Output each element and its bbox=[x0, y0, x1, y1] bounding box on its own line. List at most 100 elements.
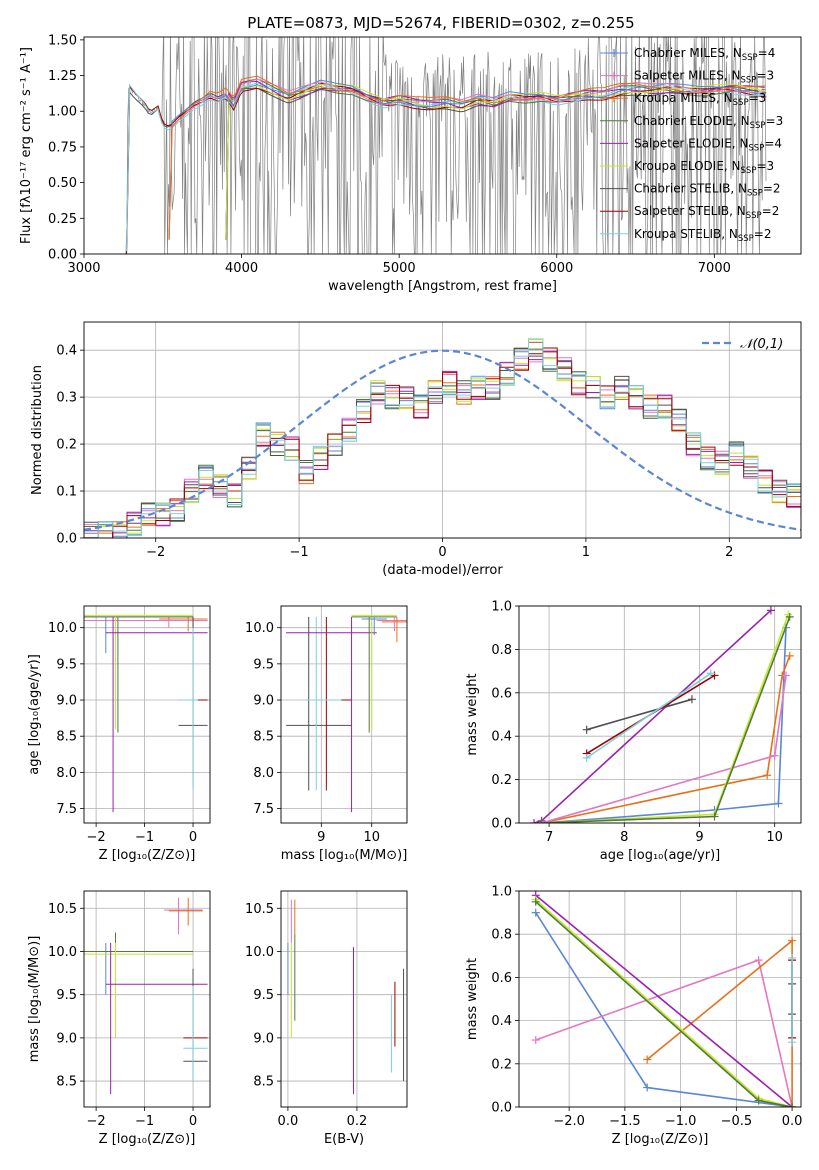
x-axis-label: age [log₁₀(age/yr)] bbox=[600, 848, 721, 863]
y-axis-label: Normed distribution bbox=[30, 365, 45, 495]
errorbar-data bbox=[84, 614, 208, 813]
legend-marker bbox=[610, 71, 618, 80]
x-tick-label: 0 bbox=[189, 1114, 197, 1129]
y-tick-label: 10.0 bbox=[245, 621, 274, 636]
series-marker bbox=[788, 936, 797, 945]
series-line bbox=[586, 698, 693, 731]
y-tick-label: 1.25 bbox=[48, 69, 77, 84]
y-tick-label: 0.0 bbox=[56, 532, 77, 547]
histogram-step-line bbox=[84, 347, 801, 538]
y-tick-label: 0.8 bbox=[491, 643, 512, 658]
x-tick-label: 7 bbox=[545, 830, 553, 845]
y-tick-label: 0.4 bbox=[491, 730, 512, 745]
histogram-panel: −2 −1 0 1 2 0.0 0.1 0.2 0.3 0.4 (data-model)/error… bbox=[30, 321, 802, 578]
legend-value: =2 bbox=[762, 204, 780, 218]
y-tick-label: 0.8 bbox=[491, 928, 512, 943]
x-tick-label: 3000 bbox=[67, 261, 100, 276]
y-tick-label: 9.0 bbox=[253, 694, 274, 709]
line-data bbox=[530, 606, 794, 823]
axes-frame bbox=[280, 605, 408, 824]
series-line bbox=[541, 616, 791, 823]
legend-marker bbox=[610, 49, 618, 57]
x-tick-label: −1 bbox=[135, 1114, 154, 1129]
y-tick-label: 0.00 bbox=[48, 248, 77, 263]
x-axis-label: wavelength [Angstrom, rest frame] bbox=[328, 279, 557, 294]
x-tick-label: 0 bbox=[189, 830, 197, 845]
mass-vs-ebv-panel: 0.0 0.2 8.5 9.0 9.5 10.0 10.5 E(B-V) bbox=[245, 890, 408, 1147]
legend-value: =3 bbox=[749, 91, 767, 105]
age-vs-z-panel: −2 −1 0 7.5 8.0 8.5 9.0 9.5 10.0 Z [log₁₀(Z/Z⊙)] a… bbox=[27, 605, 211, 863]
y-tick-label: 1.0 bbox=[491, 885, 512, 900]
series-marker bbox=[788, 953, 797, 962]
series-marker bbox=[781, 671, 790, 680]
axes-frame bbox=[280, 890, 408, 1108]
x-tick-label: 4000 bbox=[225, 261, 258, 276]
x-tick-label: −2.0 bbox=[553, 1114, 585, 1129]
y-tick-label: 0.25 bbox=[48, 212, 77, 227]
x-tick-label: 8 bbox=[620, 830, 628, 845]
y-tick-label: 0.6 bbox=[491, 971, 512, 986]
legend-label: Salpeter STELIB, NSSP=2 bbox=[634, 204, 779, 221]
y-tick-label: 9.5 bbox=[56, 657, 77, 672]
series-line bbox=[541, 675, 787, 823]
legend-value: =4 bbox=[758, 46, 776, 60]
series-marker bbox=[531, 1036, 540, 1045]
y-tick-label: 9.5 bbox=[56, 988, 77, 1003]
y-tick-label: 0.6 bbox=[491, 686, 512, 701]
x-tick-label: 0.0 bbox=[782, 1114, 803, 1129]
model-spectrum-line bbox=[168, 78, 765, 240]
x-axis-label: Z [log₁₀(Z/Z⊙)] bbox=[99, 1132, 196, 1147]
series-marker bbox=[788, 1038, 797, 1047]
spectrum-data bbox=[115, 37, 767, 254]
series-marker bbox=[582, 753, 591, 762]
x-tick-label: −1.0 bbox=[665, 1114, 697, 1129]
legend-subscript: SSP bbox=[747, 189, 763, 199]
y-tick-label: 0.4 bbox=[491, 1014, 512, 1029]
series-marker bbox=[754, 956, 763, 965]
line-data bbox=[531, 891, 797, 1107]
x-tick-label: 10 bbox=[766, 830, 783, 845]
histogram-data bbox=[84, 338, 801, 538]
series-marker bbox=[774, 799, 783, 808]
observed-spectrum-line bbox=[115, 37, 767, 254]
series-marker bbox=[710, 671, 719, 680]
spectrum-panel: 3000 4000 5000 6000 7000 0.00 0.25 0.50 0.75 1.00… bbox=[19, 33, 802, 294]
legend-value: =2 bbox=[763, 182, 781, 196]
model-spectrum-line bbox=[225, 83, 765, 240]
series-marker bbox=[531, 908, 540, 917]
legend-subscript: SSP bbox=[741, 76, 757, 86]
y-tick-label: 10.5 bbox=[245, 902, 274, 917]
x-tick-label: 9 bbox=[695, 830, 703, 845]
y-tick-label: 1.50 bbox=[48, 33, 77, 48]
legend-subscript: SSP bbox=[742, 53, 758, 63]
y-tick-label: 9.0 bbox=[56, 1031, 77, 1046]
massweight-vs-age-panel: 7 8 9 10 0.0 0.2 0.4 0.6 0.8 1.0 age [log₁₀(age/yr… bbox=[465, 600, 802, 863]
legend-label: Chabrier ELODIE, NSSP=3 bbox=[634, 114, 783, 131]
x-axis-label: E(B-V) bbox=[324, 1132, 364, 1147]
x-tick-label: 6000 bbox=[540, 261, 573, 276]
y-axis-label: Flux [fλ10⁻¹⁷ erg cm⁻² s⁻¹ A⁻¹] bbox=[19, 47, 34, 244]
y-tick-label: 9.0 bbox=[56, 694, 77, 709]
x-tick-label: 0.0 bbox=[278, 1114, 299, 1129]
histogram-step-line bbox=[84, 348, 801, 538]
y-tick-label: 10.0 bbox=[48, 945, 77, 960]
y-tick-label: 9.5 bbox=[253, 657, 274, 672]
legend-subscript: SSP bbox=[746, 211, 762, 221]
axes-frame bbox=[518, 890, 802, 1108]
series-marker bbox=[710, 812, 719, 821]
figure-title: PLATE=0873, MJD=52674, FIBERID=0302, z=0… bbox=[247, 14, 634, 32]
x-tick-label: −0.5 bbox=[721, 1114, 753, 1129]
histogram-step-line bbox=[84, 357, 801, 538]
x-axis-label: Z [log₁₀(Z/Z⊙)] bbox=[99, 848, 196, 863]
x-tick-label: 9 bbox=[317, 830, 325, 845]
axes-frame bbox=[83, 605, 211, 824]
model-spectrum-line bbox=[126, 82, 767, 252]
x-tick-label: −1 bbox=[290, 545, 309, 560]
y-tick-label: 0.50 bbox=[48, 176, 77, 191]
series-marker bbox=[785, 651, 794, 660]
legend-label: Chabrier MILES, NSSP=4 bbox=[634, 46, 775, 63]
y-tick-label: 10.0 bbox=[245, 945, 274, 960]
y-tick-label: 10.0 bbox=[48, 621, 77, 636]
x-tick-label: −2 bbox=[87, 1114, 106, 1129]
histogram-step-line bbox=[84, 338, 801, 538]
